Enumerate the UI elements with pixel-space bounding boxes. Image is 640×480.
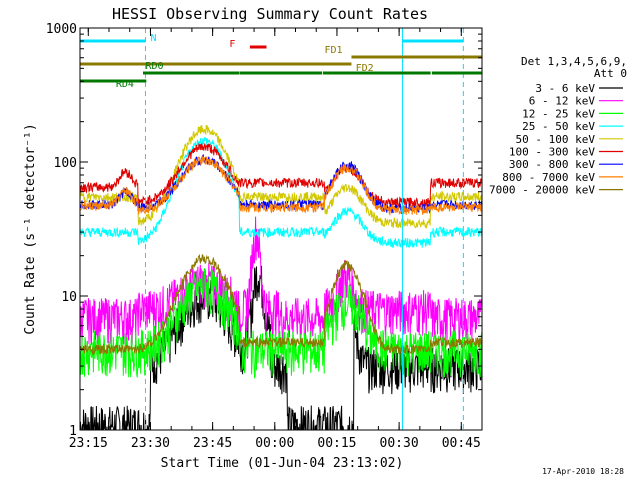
legend-label-0: 3 - 6 keV [535,82,595,95]
y-tick-label-2: 100 [54,156,77,171]
legend-header-1: Att 0 [594,67,627,80]
x-tick-label-4: 00:15 [317,436,356,451]
legend-header-0: Det 1,3,4,5,6,9, [521,55,627,68]
series-line-1 [80,216,482,346]
flag-label-fd1: FD1 [325,45,343,56]
legend-label-6: 300 - 800 keV [509,158,595,171]
chart-title: HESSI Observing Summary Count Rates [112,5,428,23]
x-axis-label: Start Time (01-Jun-04 23:13:02) [161,456,404,471]
x-tick-label-1: 23:30 [131,436,170,451]
plot-frame [79,27,483,431]
x-tick-label-2: 23:45 [193,436,232,451]
legend-label-2: 12 - 25 keV [522,107,595,120]
series-line-8 [80,253,482,356]
flag-label-rd0: RD0 [145,61,163,72]
y-tick-label-1: 10 [61,290,77,305]
y-tick-label-0: 1 [69,424,77,439]
x-tick-label-5: 00:30 [380,436,419,451]
legend-label-1: 6 - 12 keV [529,95,596,108]
flag-label-fd2: FD2 [356,63,374,74]
plot-area [80,28,482,430]
series-line-3 [80,137,482,249]
series-line-5 [80,142,482,210]
series-line-7 [80,155,482,216]
x-tick-label-6: 00:45 [442,436,481,451]
legend-label-5: 100 - 300 keV [509,146,595,159]
x-tick-label-0: 23:15 [69,436,108,451]
y-axis-label: Count Rate (s⁻¹ detector⁻¹) [23,123,38,334]
legend-label-8: 7000 - 20000 keV [489,184,595,197]
flag-bars: N F FD1 FD2 RD0 RD4 [80,33,482,90]
y-tick-label-3: 1000 [46,22,77,37]
flag-label-rd4: RD4 [116,79,134,90]
footer-timestamp: 17-Apr-2010 18:28 [542,467,624,476]
legend-label-7: 800 - 7000 keV [502,171,595,184]
flag-label-f: F [229,39,235,50]
flag-label-n: N [150,33,156,44]
axes: 23:15 23:30 23:45 00:00 00:15 00:30 00:45 1 10 10… [46,22,483,451]
series-line-0 [80,265,482,430]
legend-label-3: 25 - 50 keV [522,120,595,133]
series-line-4 [80,124,482,229]
legend-label-4: 50 - 100 keV [516,133,596,146]
x-tick-label-3: 00:00 [255,436,294,451]
